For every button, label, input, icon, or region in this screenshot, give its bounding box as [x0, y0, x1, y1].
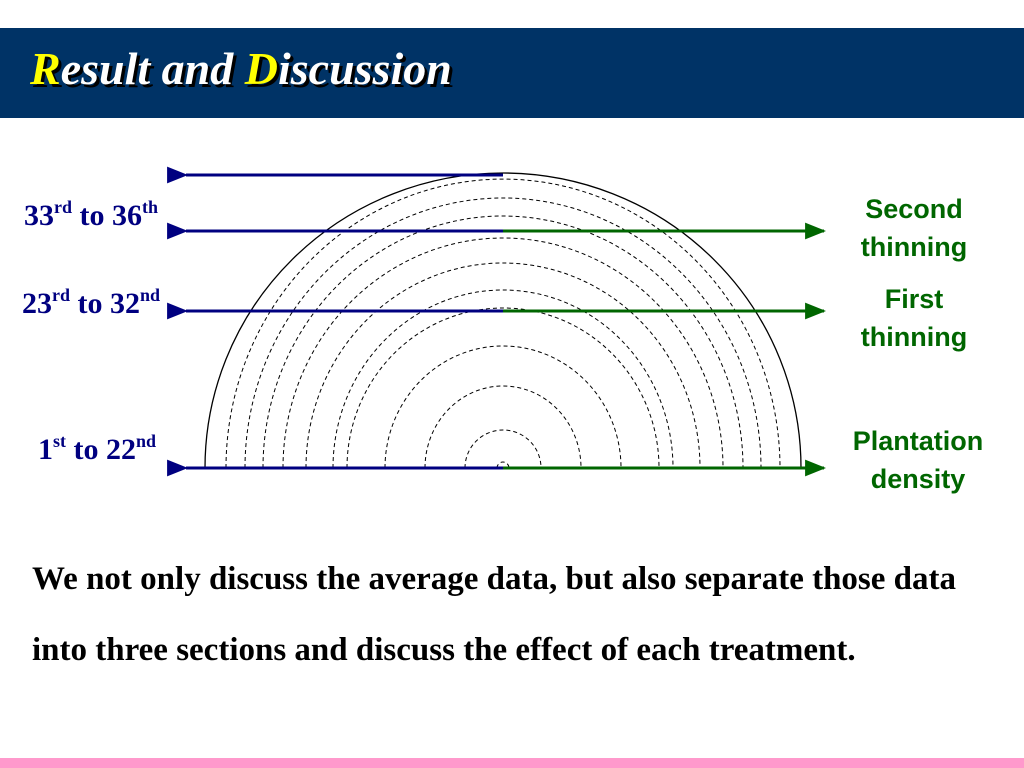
range-label-1-22: 1st to 22nd [38, 431, 157, 466]
stage-label-second-thinning: Second thinning [860, 194, 968, 262]
growth-ring [305, 262, 701, 469]
growth-rings [225, 178, 781, 469]
outer-arc [204, 172, 802, 469]
stage-label-plantation-density: Plantation density [852, 426, 984, 494]
range-label-23-32: 23rd to 32nd [22, 285, 161, 320]
title-bar [0, 28, 1024, 118]
growth-ring [262, 215, 744, 469]
title-text-result-and: esult and [60, 43, 245, 94]
growth-ring [384, 345, 622, 469]
title-initial-r: R [30, 43, 61, 94]
title-text-iscussion: iscussion [277, 43, 452, 94]
growth-ring [424, 385, 582, 469]
page-title: Result and Discussion [30, 43, 452, 95]
growth-ring [464, 429, 542, 469]
growth-ring [282, 237, 724, 469]
growth-ring [332, 289, 674, 469]
stage-label-first-thinning: First thinning [860, 284, 968, 352]
bottom-band [0, 758, 1024, 768]
range-label-33-36: 33rd to 36th [24, 197, 159, 232]
growth-ring [225, 178, 781, 469]
growth-ring [244, 197, 762, 469]
growth-ring [496, 461, 510, 469]
title-initial-d: D [244, 43, 278, 94]
growth-ring [346, 307, 660, 469]
description-text: We not only discuss the average data, bu… [32, 561, 957, 668]
